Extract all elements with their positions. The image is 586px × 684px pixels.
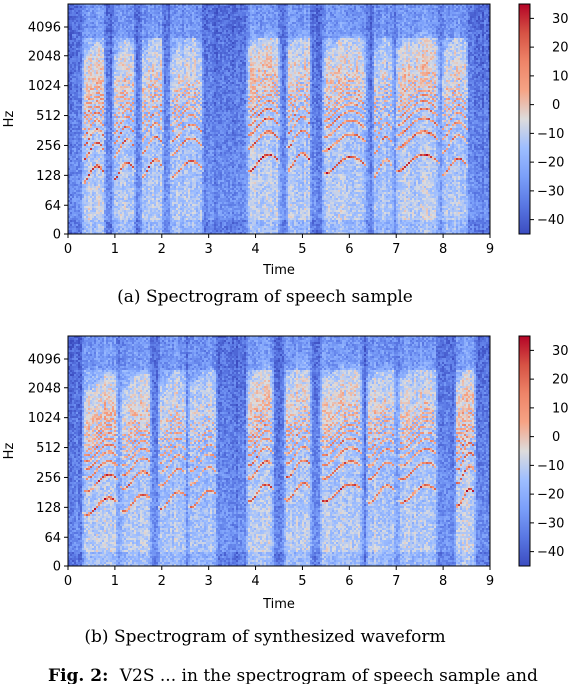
x-tick-label: 1 [111, 574, 119, 589]
spectrogram-panel-a: 0 1 2 3 4 5 6 7 8 9 0 64 128 256 512 1024 2048 4096 Time Hz… [2, 3, 569, 307]
figure-caption-text: V2S ... in the spectrogram of speech sam… [119, 666, 538, 684]
y-tick-label: 2048 [28, 381, 61, 396]
y-tick-label: 1024 [28, 411, 61, 426]
colorbar-a [518, 3, 531, 235]
colorbar-tick-label: −40 [537, 213, 564, 228]
y-tick-label: 1024 [28, 79, 61, 94]
x-tick-label: 1 [111, 242, 119, 257]
y-tick-label: 64 [44, 531, 61, 546]
y-tick-label: 512 [36, 441, 61, 456]
y-axis-label: Hz [2, 443, 17, 460]
colorbar-tick-label: 10 [552, 69, 569, 84]
colorbar-tick-label: −20 [537, 488, 564, 503]
plot-frame-b [67, 335, 491, 567]
x-tick-label: 7 [392, 242, 400, 257]
y-tick-label: 4096 [28, 353, 61, 368]
x-tick-label: 4 [251, 574, 259, 589]
colorbar-tick-label: 30 [552, 344, 569, 359]
colorbar-tick-label: 30 [552, 12, 569, 27]
x-tick-label: 6 [345, 574, 353, 589]
x-tick-label: 8 [439, 574, 447, 589]
colorbar-tick-label: 0 [552, 430, 560, 445]
x-tick-label: 6 [345, 242, 353, 257]
x-axis-label: Time [262, 597, 295, 612]
x-tick-label: 9 [486, 242, 494, 257]
y-axis-label: Hz [2, 111, 17, 128]
spectrogram-panel-b: 0 1 2 3 4 5 6 7 8 9 0 64 128 256 512 1024 2048 4096 Time Hz… [2, 335, 569, 647]
y-tick-label: 512 [36, 109, 61, 124]
y-tick-label: 2048 [28, 49, 61, 64]
y-tick-label: 256 [36, 139, 61, 154]
colorbar-tick-label: 10 [552, 401, 569, 416]
y-tick-label: 0 [53, 228, 61, 243]
colorbar-tick-label: 20 [552, 373, 569, 388]
x-axis-label: Time [262, 263, 295, 278]
spectrogram-heatmap-a [68, 4, 490, 234]
x-tick-label: 5 [298, 242, 306, 257]
x-tick-label: 9 [486, 574, 494, 589]
x-tick-label: 3 [205, 574, 213, 589]
y-tick-label: 128 [36, 169, 61, 184]
y-tick-label: 4096 [28, 21, 61, 36]
x-tick-label: 0 [64, 574, 72, 589]
panel-caption-a: (a) Spectrogram of speech sample [117, 287, 413, 307]
colorbar-tick-label: −20 [537, 156, 564, 171]
plot-frame-a [67, 3, 491, 235]
y-tick-label: 64 [44, 199, 61, 214]
x-tick-label: 7 [392, 574, 400, 589]
spectrogram-heatmap-b [68, 336, 490, 566]
colorbar-b [518, 335, 531, 567]
colorbar-tick-label: −10 [537, 459, 564, 474]
x-tick-label: 4 [251, 242, 259, 257]
x-tick-label: 5 [298, 574, 306, 589]
colorbar-tick-label: −40 [537, 545, 564, 560]
colorbar-tick-label: −30 [537, 516, 564, 531]
x-tick-label: 3 [205, 242, 213, 257]
figure-caption: Fig. 2: V2S ... in the spectrogram of sp… [48, 666, 538, 684]
x-tick-label: 0 [64, 242, 72, 257]
y-tick-label: 128 [36, 501, 61, 516]
colorbar-tick-label: 20 [552, 41, 569, 56]
x-tick-label: 8 [439, 242, 447, 257]
colorbar-tick-label: 0 [552, 98, 560, 113]
y-tick-label: 256 [36, 471, 61, 486]
x-tick-label: 2 [158, 242, 166, 257]
colorbar-tick-label: −10 [537, 127, 564, 142]
x-tick-label: 2 [158, 574, 166, 589]
panel-caption-b: (b) Spectrogram of synthesized waveform [84, 627, 445, 647]
y-tick-label: 0 [53, 560, 61, 575]
figure-caption-label: Fig. 2: [48, 666, 108, 684]
colorbar-tick-label: −30 [537, 184, 564, 199]
